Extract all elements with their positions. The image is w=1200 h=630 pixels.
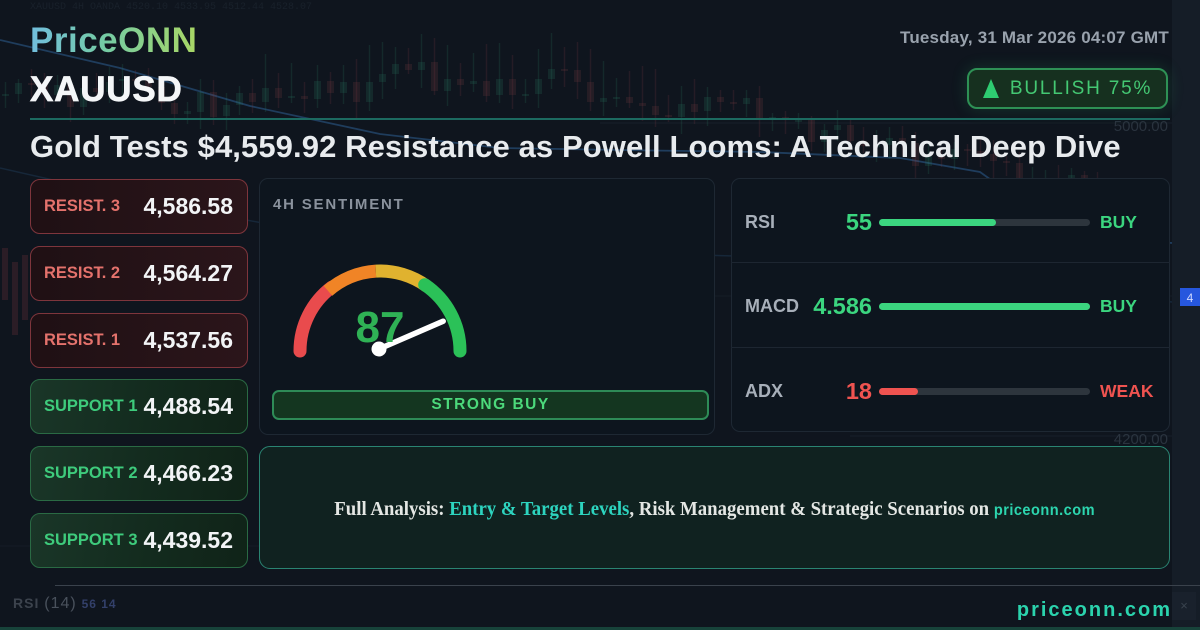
svg-text:×: × [1180, 598, 1188, 613]
svg-text:4: 4 [1187, 291, 1194, 305]
svg-text:4200.00: 4200.00 [1114, 431, 1168, 448]
svg-text:5000.00: 5000.00 [1114, 118, 1168, 135]
svg-text:XAUUSD 4H OANDA 4520.10 453: XAUUSD 4H OANDA 4520.10 4533.95 4512.44 … [30, 2, 312, 13]
